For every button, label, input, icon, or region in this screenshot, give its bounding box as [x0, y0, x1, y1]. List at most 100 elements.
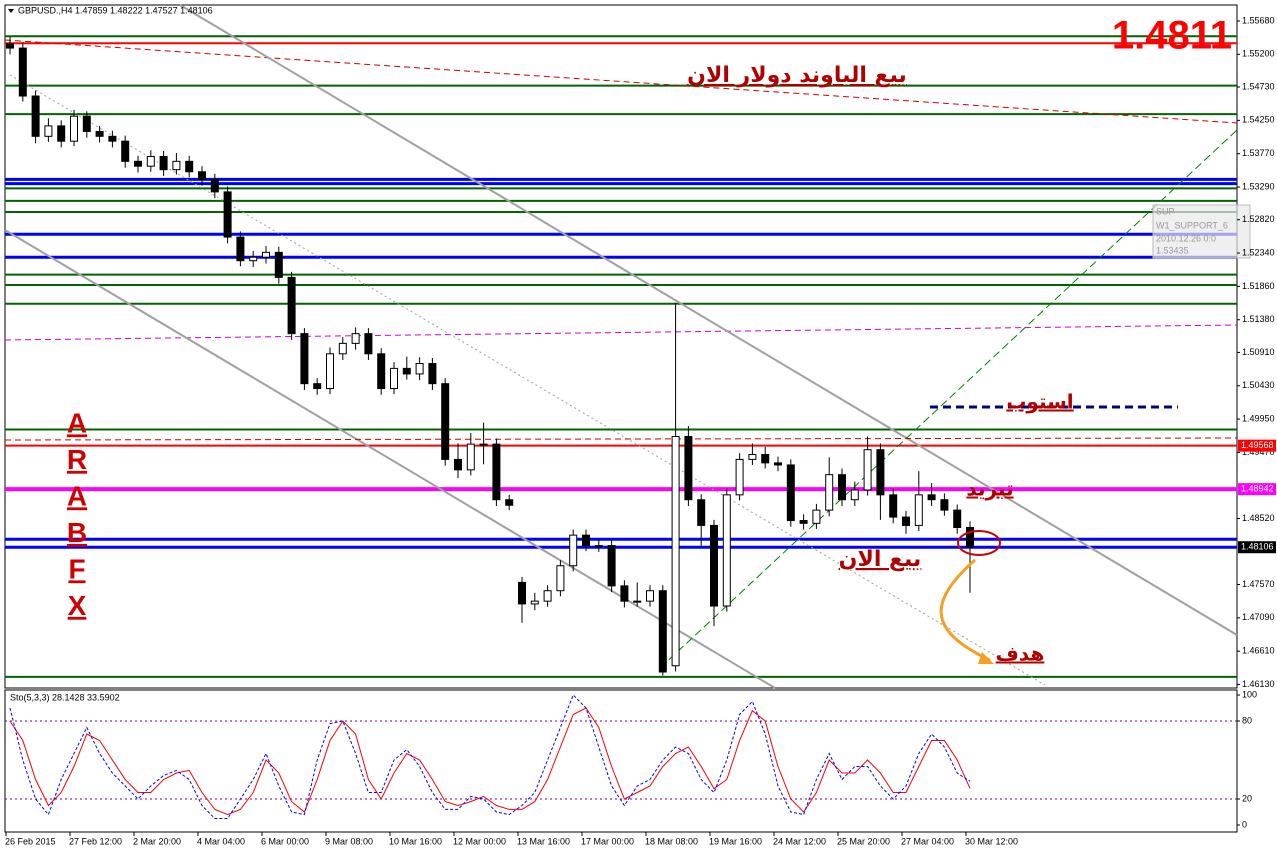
- price-label-box: [1238, 439, 1276, 452]
- x-tick-label: 9 Mar 08:00: [325, 836, 373, 846]
- candle-body: [415, 363, 424, 375]
- candle-body: [223, 191, 232, 238]
- candle-body: [966, 526, 974, 548]
- candle-body: [876, 449, 885, 496]
- y-tick-label: 1.51380: [1242, 314, 1275, 324]
- stop-label: استوب: [1006, 390, 1073, 414]
- candle-body: [441, 383, 450, 460]
- x-tick-label: 24 Mar 12:00: [773, 836, 826, 846]
- x-tick-label: 17 Mar 00:00: [581, 836, 634, 846]
- y-tick-label: 1.48520: [1242, 513, 1275, 523]
- candle-body: [57, 125, 66, 142]
- chart-title: GBPUSD.,H4 1.47859 1.48222 1.47527 1.481…: [18, 5, 213, 15]
- candle-body: [210, 178, 219, 193]
- candle-body: [799, 520, 808, 524]
- candle-body: [159, 155, 168, 171]
- candle-body: [530, 600, 539, 605]
- y-tick-label: 1.51860: [1242, 281, 1275, 291]
- candle-body: [198, 171, 206, 180]
- candle-body: [607, 545, 616, 587]
- candle-body: [31, 95, 40, 137]
- main-panel: [4, 4, 1238, 689]
- candle-body: [812, 509, 821, 524]
- candle-body: [172, 160, 181, 171]
- y-tick-label: 1.54250: [1242, 115, 1275, 125]
- y-tick-label: 1.47090: [1242, 612, 1275, 622]
- candle-body: [505, 499, 514, 506]
- x-tick-label: 6 Mar 00:00: [261, 836, 309, 846]
- cooling-label: تبريد: [966, 477, 1013, 501]
- axes: 1.55680 1.55200 1.54730 1.54250 1.53770 1.532…: [5, 15, 1276, 846]
- candle-body: [479, 443, 488, 446]
- markers: [939, 530, 1001, 664]
- candle-body: [620, 585, 629, 602]
- candle-body: [70, 115, 78, 142]
- candle-body: [786, 464, 795, 522]
- candle-body: [121, 140, 130, 162]
- candle-body: [671, 435, 680, 667]
- trend-line: [4, 437, 1238, 441]
- y-tick-label: 1.55680: [1242, 15, 1275, 25]
- trend-line: [4, 39, 1238, 124]
- channel-line: [4, 229, 776, 689]
- y-tick-label: 1.53770: [1242, 148, 1275, 158]
- watermark-letter: A: [67, 407, 87, 438]
- candle-body: [697, 499, 706, 526]
- candle-body: [492, 443, 501, 501]
- price-label: 1.48942: [1241, 484, 1274, 494]
- watermark-letter: F: [68, 553, 85, 584]
- candle-body: [543, 590, 552, 602]
- candle-body: [710, 524, 718, 607]
- stochastic-line: [9, 694, 971, 819]
- candle-body: [594, 545, 603, 548]
- candle-body: [774, 462, 782, 466]
- x-tick-label: 26 Feb 2015: [5, 836, 56, 846]
- y-tick-label: 20: [1242, 793, 1252, 803]
- candle-body: [287, 276, 296, 335]
- candle-body: [364, 333, 373, 355]
- candle-body: [722, 494, 731, 607]
- candle-body: [390, 367, 398, 390]
- x-tick-label: 27 Feb 12:00: [69, 836, 122, 846]
- tooltip-time: 2010.12.26 0:0: [1156, 233, 1216, 243]
- x-tick-label: 25 Mar 20:00: [837, 836, 890, 846]
- oscillator-title: Sto(5,3,3) 28.1428 33.5902: [10, 692, 120, 702]
- candle-body: [825, 474, 834, 511]
- candle-body: [274, 251, 283, 278]
- candle-body: [146, 155, 155, 167]
- tooltip-price: 1.53435: [1156, 245, 1189, 255]
- candle-body: [185, 160, 194, 173]
- x-tick-label: 13 Mar 16:00: [517, 836, 570, 846]
- highlight-circle: [957, 530, 1001, 556]
- levels: [5, 35, 1237, 678]
- target-arrow: [939, 558, 991, 662]
- candles: [6, 36, 974, 676]
- y-tick-label: 1.53290: [1242, 181, 1275, 191]
- headline: بيع الباوند دولار الان: [687, 63, 907, 88]
- watermark-letter: A: [67, 480, 87, 511]
- y-tick-label: 1.54730: [1242, 81, 1275, 91]
- x-tick-label: 4 Mar 04:00: [197, 836, 245, 846]
- candle-body: [582, 534, 590, 547]
- x-tick-label: 30 Mar 12:00: [965, 836, 1018, 846]
- y-tick-label: 1.47570: [1242, 579, 1275, 589]
- arrow-head: [978, 652, 994, 664]
- candle-body: [95, 130, 104, 137]
- watermark-letter: R: [67, 444, 87, 475]
- candle-body: [940, 499, 949, 511]
- y-tick-label: 1.52820: [1242, 214, 1275, 224]
- candle-body: [927, 494, 936, 501]
- y-tick-label: 1.46130: [1242, 679, 1275, 689]
- y-tick-label: 1.46610: [1242, 646, 1275, 656]
- channel-line: [179, 4, 1238, 636]
- oscillator-panel: [4, 689, 1238, 833]
- oscillator: 0 20 80 100: [5, 689, 1257, 829]
- candle-body: [761, 454, 770, 464]
- candle-body: [684, 435, 693, 501]
- x-tick-label: 27 Mar 04:00: [901, 836, 954, 846]
- candle-body: [134, 160, 142, 167]
- x-tick-label: 18 Mar 08:00: [645, 836, 698, 846]
- x-tick-label: 19 Mar 16:00: [709, 836, 762, 846]
- candle-body: [646, 590, 654, 602]
- tooltip-box: [1152, 204, 1251, 259]
